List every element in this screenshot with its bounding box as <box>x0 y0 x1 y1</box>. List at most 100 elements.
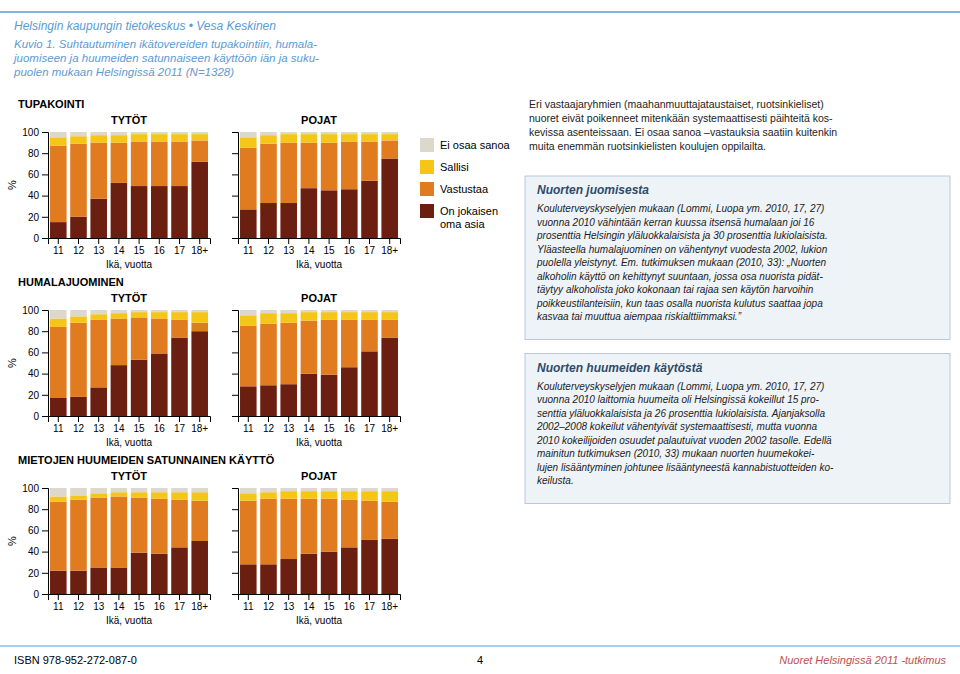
x-tick-label: 14 <box>113 245 125 256</box>
x-tick: 16 <box>344 594 356 612</box>
x-tick-label: 11 <box>243 601 254 612</box>
x-tick-mark <box>78 416 79 422</box>
text-box-body-line: senttia yläluokkalaisista ja 26 prosentt… <box>537 408 826 419</box>
bar-segment <box>191 492 208 500</box>
text-box-body: Kouluterveyskyselyjen mukaan (Lommi, Luo… <box>536 203 828 322</box>
y-tick-mark <box>232 196 238 197</box>
bar-segment <box>90 320 107 388</box>
bar-segment <box>111 135 128 142</box>
x-tick-mark <box>389 416 390 422</box>
bar-segment <box>260 324 277 385</box>
bar-segment <box>321 491 338 498</box>
y-tick-label: 80 <box>28 504 40 515</box>
x-tick: 14 <box>303 416 315 434</box>
text-box: Nuorten juomisestaKouluterveyskyselyjen … <box>525 176 950 340</box>
y-tick <box>232 310 238 311</box>
x-axis-title: Ikä, vuotta <box>296 615 343 626</box>
x-tick: 17 <box>174 238 186 256</box>
bar-segment <box>381 491 398 502</box>
bar-segment <box>50 502 67 571</box>
y-tick-label: 20 <box>28 568 40 579</box>
y-tick <box>232 509 238 510</box>
x-tick-mark <box>179 416 180 422</box>
bar-segment <box>240 310 257 315</box>
x-tick-mark <box>248 416 249 422</box>
series <box>240 312 398 326</box>
x-tick: 18+ <box>381 416 398 434</box>
y-tick-mark <box>232 310 238 311</box>
x-tick-mark <box>139 238 140 244</box>
x-tick-label: 14 <box>113 423 125 434</box>
text-box-body-line: Kouluterveyskyselyjen mukaan (Lommi, Luo… <box>537 381 824 392</box>
x-axis: 1112131415161718+ <box>49 416 211 434</box>
text-box-body-line: mainitun tutkimuksen (2010, 33) mukaan n… <box>537 448 815 459</box>
bar-segment <box>301 499 318 554</box>
bar-segment <box>301 188 318 238</box>
text-box-body-line: 2010 kokeilijoiden osuudet palautuivat v… <box>536 435 832 446</box>
y-tick <box>232 374 238 375</box>
x-tick-mark <box>118 416 119 422</box>
y-tick-mark <box>232 488 238 489</box>
bar-segment <box>171 132 188 134</box>
y-axis-line <box>232 133 239 239</box>
x-tick-mark <box>248 238 249 244</box>
y-tick-mark <box>42 352 48 353</box>
x-tick-mark <box>78 594 79 600</box>
intro-text-line: kevissa asenteissaan. Ei osaa sanoa –vas… <box>529 126 837 138</box>
x-tick: 14 <box>303 594 315 612</box>
bar-segment <box>50 398 67 416</box>
x-tick: 15 <box>134 594 146 612</box>
y-tick-mark <box>42 310 48 311</box>
footer-center: 4 <box>477 654 483 666</box>
x-tick-mark <box>179 238 180 244</box>
y-tick-mark <box>42 509 48 510</box>
bar-segment <box>361 310 378 312</box>
legend-swatch <box>420 182 434 196</box>
y-tick-label: 0 <box>33 411 39 422</box>
bar-segment <box>90 143 107 199</box>
bar-segment <box>90 493 107 497</box>
y-tick-mark <box>42 196 48 197</box>
bar-segment <box>260 135 277 143</box>
x-tick-mark <box>179 594 180 600</box>
section-label: MIETOJEN HUUMEIDEN SATUNNAINEN KÄYTTÖ <box>18 454 275 466</box>
bar-segment <box>321 190 338 238</box>
bar-segment <box>70 495 87 499</box>
bar-segment <box>260 132 277 135</box>
x-tick-mark <box>58 416 59 422</box>
bar-segment <box>171 310 188 312</box>
bar-segment <box>191 310 208 312</box>
y-tick: 60 <box>28 169 48 180</box>
bar-segment <box>131 134 148 141</box>
y-tick-mark <box>232 416 238 417</box>
x-tick-mark <box>288 416 289 422</box>
x-tick-mark <box>98 594 99 600</box>
bar-segment <box>381 488 398 491</box>
bar-segment <box>341 491 358 499</box>
series <box>240 132 398 137</box>
x-tick-mark <box>248 594 249 600</box>
chart-title: TYTÖT <box>111 470 147 482</box>
bar-segment <box>70 316 87 322</box>
x-tick: 15 <box>134 416 146 434</box>
bar-segment <box>70 144 87 217</box>
x-tick-label: 16 <box>344 601 356 612</box>
bar-segment <box>151 492 168 498</box>
bar-segment <box>131 142 148 187</box>
x-tick-label: 11 <box>53 601 64 612</box>
x-tick-label: 13 <box>283 601 295 612</box>
text-box-title-line: Nuorten huumeiden käytöstä <box>537 361 703 375</box>
x-axis-line <box>239 417 401 423</box>
x-tick-label: 18+ <box>381 423 398 434</box>
x-tick-label: 11 <box>243 245 254 256</box>
text-box-body-line: Yläasteella humalajuominen on vähentynyt… <box>537 244 828 255</box>
x-tick: 15 <box>324 416 336 434</box>
chart: 1112131415161718+POJATIkä, vuotta <box>232 292 401 448</box>
bar-segment <box>240 488 257 493</box>
x-tick-mark <box>78 238 79 244</box>
y-tick: 40 <box>28 368 48 379</box>
x-tick: 14 <box>113 594 125 612</box>
bar-segment <box>151 310 168 312</box>
x-tick: 12 <box>73 594 85 612</box>
bar-segment <box>131 317 148 359</box>
